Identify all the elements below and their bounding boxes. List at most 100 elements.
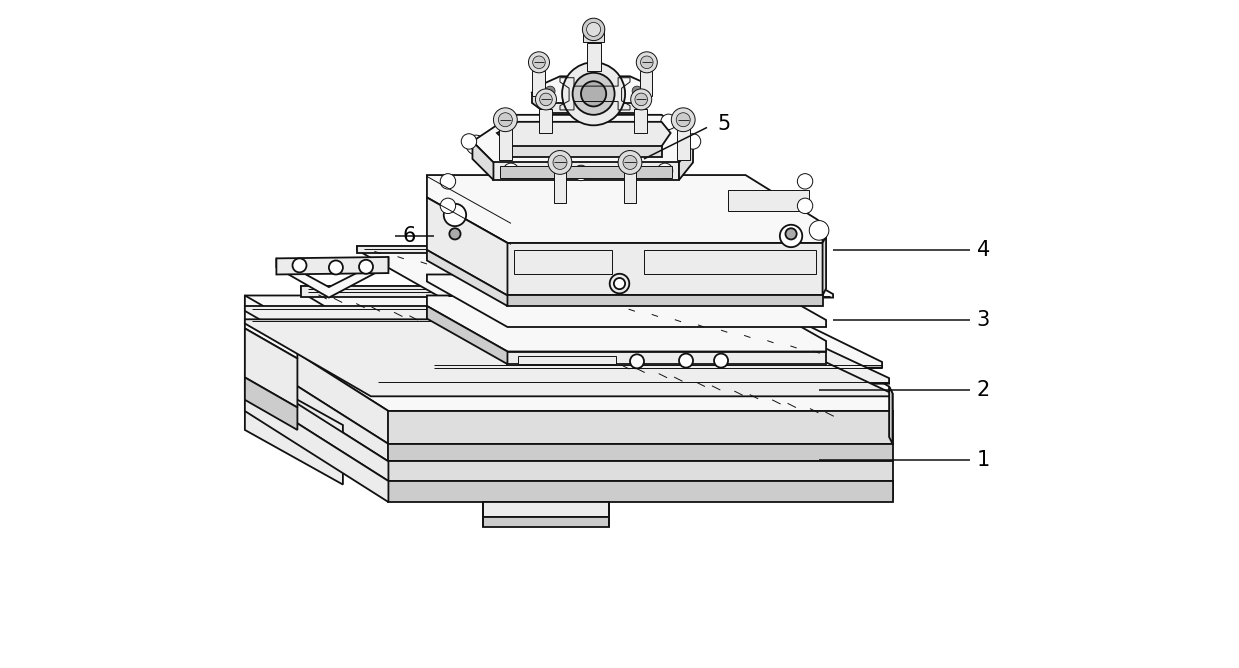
Polygon shape	[245, 329, 297, 407]
Circle shape	[676, 113, 690, 127]
Text: 4: 4	[976, 240, 990, 260]
Circle shape	[545, 86, 555, 96]
Polygon shape	[676, 128, 690, 160]
Polygon shape	[634, 108, 647, 133]
Circle shape	[779, 224, 803, 247]
Circle shape	[466, 135, 486, 155]
Polygon shape	[644, 250, 815, 275]
Polygon shape	[245, 306, 890, 383]
Polygon shape	[245, 371, 343, 442]
Circle shape	[623, 156, 637, 170]
Circle shape	[545, 93, 555, 103]
Polygon shape	[532, 71, 545, 96]
Circle shape	[637, 52, 658, 73]
Polygon shape	[388, 411, 892, 444]
Circle shape	[672, 108, 695, 132]
Circle shape	[328, 261, 343, 275]
Polygon shape	[508, 351, 826, 364]
Circle shape	[498, 113, 513, 127]
Circle shape	[809, 220, 829, 240]
Polygon shape	[357, 246, 833, 297]
Circle shape	[444, 204, 466, 226]
Circle shape	[631, 89, 652, 110]
Polygon shape	[245, 295, 892, 411]
Polygon shape	[245, 320, 388, 444]
Polygon shape	[472, 142, 493, 180]
Circle shape	[493, 108, 517, 132]
Circle shape	[634, 93, 648, 106]
Circle shape	[632, 93, 642, 103]
Circle shape	[503, 163, 519, 178]
Circle shape	[658, 163, 673, 178]
Polygon shape	[514, 250, 612, 275]
Polygon shape	[639, 71, 653, 96]
Polygon shape	[518, 357, 616, 364]
Polygon shape	[427, 198, 508, 295]
Polygon shape	[823, 236, 826, 295]
Polygon shape	[388, 462, 892, 481]
Polygon shape	[276, 257, 388, 275]
Polygon shape	[245, 405, 343, 484]
Circle shape	[613, 278, 626, 289]
Circle shape	[632, 86, 642, 96]
Circle shape	[461, 134, 477, 149]
Circle shape	[548, 150, 572, 174]
Polygon shape	[276, 257, 388, 297]
Circle shape	[714, 353, 729, 367]
Polygon shape	[735, 481, 892, 498]
Polygon shape	[245, 390, 388, 502]
Polygon shape	[301, 287, 882, 367]
Circle shape	[580, 107, 596, 122]
Polygon shape	[501, 166, 672, 178]
Circle shape	[572, 73, 615, 115]
Polygon shape	[245, 371, 388, 481]
Circle shape	[292, 259, 306, 273]
Circle shape	[629, 354, 644, 368]
Polygon shape	[357, 246, 750, 253]
Circle shape	[798, 198, 813, 214]
Polygon shape	[427, 250, 508, 306]
Polygon shape	[497, 122, 670, 153]
Polygon shape	[388, 444, 892, 462]
Text: 5: 5	[717, 114, 731, 134]
Circle shape	[798, 174, 813, 189]
Polygon shape	[532, 76, 650, 112]
Circle shape	[535, 89, 556, 110]
Circle shape	[685, 134, 701, 149]
Polygon shape	[245, 377, 297, 430]
Circle shape	[586, 23, 601, 36]
Circle shape	[359, 260, 373, 274]
Polygon shape	[301, 287, 729, 297]
Circle shape	[440, 174, 456, 189]
Circle shape	[660, 114, 676, 130]
Circle shape	[440, 198, 456, 214]
Polygon shape	[245, 353, 388, 462]
Circle shape	[582, 18, 605, 41]
Circle shape	[533, 56, 545, 69]
Polygon shape	[508, 295, 823, 306]
Polygon shape	[508, 243, 823, 295]
Polygon shape	[623, 171, 637, 203]
Text: 3: 3	[976, 310, 990, 330]
Polygon shape	[427, 295, 826, 351]
Polygon shape	[546, 103, 644, 114]
Polygon shape	[679, 145, 693, 180]
Circle shape	[529, 52, 549, 73]
Polygon shape	[388, 481, 892, 502]
Circle shape	[581, 81, 606, 106]
Circle shape	[563, 62, 626, 126]
Polygon shape	[539, 108, 551, 133]
Circle shape	[679, 353, 693, 367]
Polygon shape	[584, 29, 605, 42]
Circle shape	[540, 93, 553, 106]
Polygon shape	[499, 128, 512, 160]
Polygon shape	[483, 518, 610, 526]
Polygon shape	[472, 115, 693, 176]
Circle shape	[610, 274, 629, 293]
Text: 2: 2	[976, 380, 990, 400]
Polygon shape	[245, 295, 297, 359]
Circle shape	[553, 156, 567, 170]
Circle shape	[618, 150, 642, 174]
Polygon shape	[532, 92, 546, 114]
Polygon shape	[510, 146, 662, 157]
